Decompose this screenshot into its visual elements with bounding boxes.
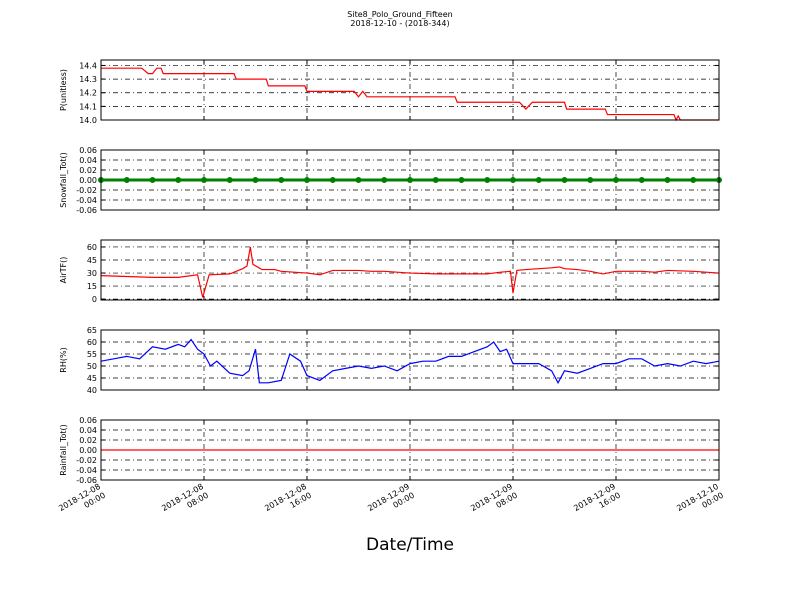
data-marker bbox=[355, 177, 362, 183]
y-tick-label: -0.02 bbox=[76, 186, 97, 195]
y-tick-label: 0.02 bbox=[79, 436, 97, 445]
data-marker bbox=[329, 177, 336, 183]
data-marker bbox=[149, 177, 156, 183]
y-tick-label: 45 bbox=[87, 256, 97, 265]
y-tick-label: 0.04 bbox=[79, 156, 97, 165]
y-tick-label: 60 bbox=[87, 243, 97, 252]
y-axis-label: Snowfall_Tot() bbox=[59, 152, 68, 208]
y-tick-label: 65 bbox=[87, 326, 97, 335]
data-marker bbox=[278, 177, 285, 183]
y-tick-label: 0.06 bbox=[79, 416, 97, 425]
data-marker bbox=[484, 177, 491, 183]
data-marker bbox=[587, 177, 594, 183]
plot-frame bbox=[100, 149, 720, 211]
data-marker bbox=[304, 177, 310, 183]
data-marker bbox=[175, 177, 182, 183]
data-marker bbox=[510, 177, 516, 183]
y-axis-label: RH(%) bbox=[59, 347, 68, 372]
y-tick-label: 50 bbox=[87, 362, 97, 371]
plot-frame bbox=[100, 59, 720, 121]
data-line bbox=[100, 246, 720, 298]
data-marker bbox=[201, 177, 207, 183]
data-marker bbox=[123, 177, 130, 183]
y-tick-label: 14.3 bbox=[79, 75, 97, 84]
y-tick-label: 15 bbox=[87, 282, 97, 291]
data-marker bbox=[613, 177, 619, 183]
data-line bbox=[100, 338, 720, 385]
y-tick-label: 0.02 bbox=[79, 166, 97, 175]
chart-subtitle: 2018-12-10 - (2018-344) bbox=[350, 19, 449, 28]
plot-frame bbox=[100, 239, 720, 301]
y-tick-label: 0 bbox=[92, 295, 97, 304]
y-tick-label: 14.4 bbox=[79, 61, 97, 70]
chart-title: Site8_Polo_Ground_Fifteen bbox=[347, 10, 452, 19]
y-tick-label: 0.00 bbox=[79, 446, 97, 455]
y-tick-label: 14.2 bbox=[79, 89, 97, 98]
data-marker bbox=[432, 177, 439, 183]
plot-frame bbox=[100, 329, 720, 391]
y-tick-label: 14.0 bbox=[79, 116, 97, 125]
y-tick-label: 60 bbox=[87, 338, 97, 347]
data-marker bbox=[226, 177, 233, 183]
y-tick-label: 0.00 bbox=[79, 176, 97, 185]
y-tick-label: -0.02 bbox=[76, 456, 97, 465]
y-tick-label: -0.06 bbox=[76, 206, 97, 215]
data-marker bbox=[252, 177, 259, 183]
y-tick-label: 40 bbox=[87, 386, 97, 395]
y-axis-label: AirTF() bbox=[59, 257, 68, 284]
y-tick-label: -0.04 bbox=[76, 466, 97, 475]
y-tick-label: 45 bbox=[87, 374, 97, 383]
data-line bbox=[101, 67, 719, 122]
y-tick-label: 55 bbox=[87, 350, 97, 359]
y-tick-label: -0.06 bbox=[76, 476, 97, 485]
y-tick-label: 30 bbox=[87, 269, 97, 278]
y-axis-label: P(unitless) bbox=[59, 69, 68, 111]
data-marker bbox=[561, 177, 568, 183]
y-tick-label: 0.06 bbox=[79, 146, 97, 155]
y-axis-label: Rainfall_Tot() bbox=[59, 424, 68, 476]
data-marker bbox=[381, 177, 388, 183]
data-marker bbox=[535, 177, 542, 183]
plot-frame bbox=[100, 419, 720, 481]
data-marker bbox=[664, 177, 671, 183]
y-tick-label: 0.04 bbox=[79, 426, 97, 435]
x-axis-label: Date/Time bbox=[366, 535, 454, 555]
data-marker bbox=[407, 177, 413, 183]
data-marker bbox=[638, 177, 645, 183]
data-marker bbox=[458, 177, 465, 183]
y-tick-label: 14.1 bbox=[79, 102, 97, 111]
data-marker bbox=[690, 177, 697, 183]
y-tick-label: -0.04 bbox=[76, 196, 97, 205]
